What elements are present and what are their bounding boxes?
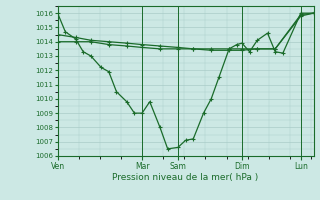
X-axis label: Pression niveau de la mer( hPa ): Pression niveau de la mer( hPa ) [112,173,259,182]
